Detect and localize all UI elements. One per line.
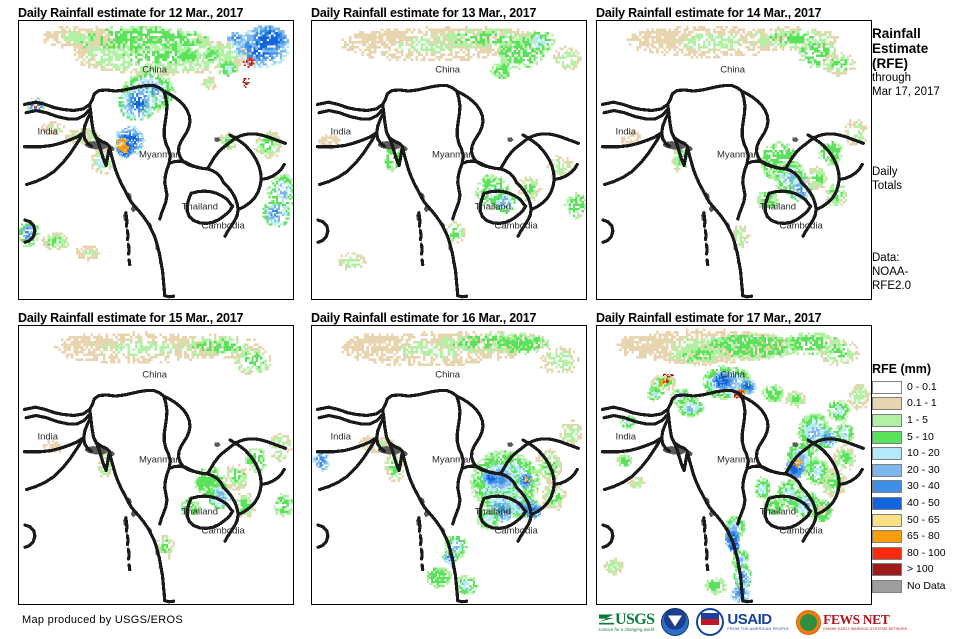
legend-swatch (872, 563, 902, 577)
noaa-seal-icon (661, 608, 690, 636)
legend-label: 10 - 20 (907, 447, 940, 460)
legend-item: 30 - 40 (872, 479, 967, 496)
panel-title: Daily Rainfall estimate for 14 Mar., 201… (596, 6, 822, 20)
legend-swatch (872, 530, 902, 544)
legend-label: 5 - 10 (907, 430, 934, 443)
usgs-wave-icon (599, 614, 614, 625)
legend-rows: 0 - 0.1 0.1 - 1 1 - 5 5 - 10 10 - 20 20 - 30 3… (872, 379, 967, 595)
legend-label: No Data (907, 579, 946, 592)
panel-title: Daily Rainfall estimate for 16 Mar., 201… (311, 311, 537, 325)
sidebar-title-line1: Rainfall (872, 26, 921, 41)
legend-swatch (872, 413, 902, 427)
fewsnet-logo[interactable]: FEWS NET FAMINE EARLY WARNING SYSTEMS NE… (796, 608, 907, 636)
legend-label: 30 - 40 (907, 480, 940, 493)
usgs-tagline: science for a changing world (598, 627, 655, 632)
legend-label: > 100 (907, 563, 934, 576)
sidebar: Rainfall Estimate (RFE) through Mar 17, … (872, 0, 967, 639)
legend-label: 0.1 - 1 (907, 397, 937, 410)
map-canvas[interactable]: China India Myanmar Thailand Cambodia (18, 325, 294, 605)
legend-item: 65 - 80 (872, 528, 967, 545)
sidebar-through-label: through (872, 72, 912, 84)
map-canvas[interactable]: China India Myanmar Thailand Cambodia (311, 325, 587, 605)
legend-label: 20 - 30 (907, 463, 940, 476)
panel-title: Daily Rainfall estimate for 13 Mar., 201… (311, 6, 537, 20)
usaid-wordmark: USAID (727, 611, 772, 629)
sidebar-data-line1: Data: (872, 252, 900, 264)
panel-title: Daily Rainfall estimate for 17 Mar., 201… (596, 311, 822, 325)
usgs-wordmark: USGS (615, 611, 655, 628)
legend-item: 10 - 20 (872, 445, 967, 462)
legend-item: 50 - 65 (872, 512, 967, 529)
legend-item: 0 - 0.1 (872, 379, 967, 396)
sidebar-through-date: Mar 17, 2017 (872, 86, 940, 98)
legend-item: 80 - 100 (872, 545, 967, 562)
legend-swatch (872, 463, 902, 477)
noaa-logo[interactable] (661, 608, 690, 636)
noaa-bird-icon (668, 615, 683, 627)
sidebar-data-source: Data: NOAA- RFE2.0 (872, 251, 911, 293)
fewsnet-globe-icon (796, 609, 822, 635)
sidebar-title-line3: (RFE) (872, 56, 908, 71)
legend-swatch (872, 496, 902, 510)
legend-item: No Data (872, 578, 967, 595)
legend-swatch (872, 430, 902, 444)
map-panel-1: Daily Rainfall estimate for 12 Mar., 201… (18, 6, 294, 300)
map-panel-6: Daily Rainfall estimate for 17 Mar., 201… (596, 311, 872, 605)
legend-item: 5 - 10 (872, 429, 967, 446)
panel-title: Daily Rainfall estimate for 12 Mar., 201… (18, 6, 244, 20)
legend-swatch (872, 513, 902, 527)
legend-item: 0.1 - 1 (872, 396, 967, 413)
logo-strip: USGS science for a changing world USAID … (598, 607, 907, 637)
legend-swatch (872, 380, 902, 394)
legend-swatch (872, 480, 902, 494)
map-panel-4: Daily Rainfall estimate for 15 Mar., 201… (18, 311, 294, 605)
sidebar-totals: Daily Totals (872, 165, 902, 193)
map-canvas[interactable]: China India Myanmar Thailand Cambodia (596, 20, 872, 300)
legend-swatch (872, 447, 902, 461)
panel-title: Daily Rainfall estimate for 15 Mar., 201… (18, 311, 244, 325)
map-panel-2: Daily Rainfall estimate for 13 Mar., 201… (311, 6, 587, 300)
fewsnet-wordmark: FEWS NET (823, 612, 890, 628)
usaid-logo[interactable]: USAID FROM THE AMERICAN PEOPLE (696, 608, 789, 636)
legend-label: 65 - 80 (907, 530, 940, 543)
fewsnet-tagline: FAMINE EARLY WARNING SYSTEMS NETWORK (823, 626, 908, 631)
sidebar-title-line2: Estimate (872, 41, 929, 56)
map-canvas[interactable]: China India Myanmar Thailand Cambodia (596, 325, 872, 605)
sidebar-data-line2: NOAA- (872, 266, 909, 278)
legend-label: 1 - 5 (907, 413, 929, 426)
map-panel-3: Daily Rainfall estimate for 14 Mar., 201… (596, 6, 872, 300)
legend-label: 80 - 100 (907, 546, 946, 559)
sidebar-totals-line2: Totals (872, 180, 903, 192)
map-credit: Map produced by USGS/EROS (22, 614, 183, 626)
legend-item: 20 - 30 (872, 462, 967, 479)
legend-title: RFE (mm) (872, 362, 932, 376)
map-canvas[interactable]: China India Myanmar Thailand Cambodia (18, 20, 294, 300)
usaid-tagline: FROM THE AMERICAN PEOPLE (727, 627, 790, 632)
map-panel-5: Daily Rainfall estimate for 16 Mar., 201… (311, 311, 587, 605)
usgs-logo[interactable]: USGS science for a changing world (598, 608, 655, 636)
usaid-seal-icon (696, 608, 725, 636)
legend-item: 1 - 5 (872, 412, 967, 429)
legend-label: 50 - 65 (907, 513, 940, 526)
legend-item: > 100 (872, 562, 967, 579)
legend-label: 40 - 50 (907, 496, 940, 509)
legend-label: 0 - 0.1 (907, 380, 937, 393)
sidebar-totals-line1: Daily (872, 166, 898, 178)
legend-item: 40 - 50 (872, 495, 967, 512)
legend-swatch (872, 546, 902, 560)
legend-swatch (872, 579, 902, 593)
map-canvas[interactable]: China India Myanmar Thailand Cambodia (311, 20, 587, 300)
legend: RFE (mm) 0 - 0.1 0.1 - 1 1 - 5 5 - 10 10 - 2… (872, 362, 967, 595)
legend-swatch (872, 397, 902, 411)
sidebar-data-line3: RFE2.0 (872, 280, 911, 292)
sidebar-title: Rainfall Estimate (RFE) through Mar 17, … (872, 26, 940, 99)
